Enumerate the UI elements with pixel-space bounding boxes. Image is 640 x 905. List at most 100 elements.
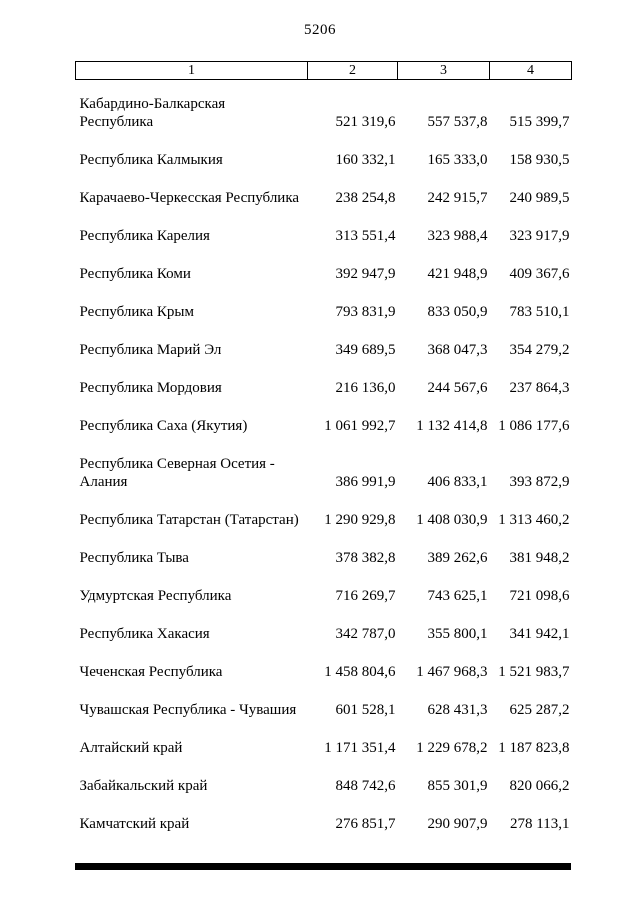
table-body: Кабардино-Балкарская Республика 521 319,… — [76, 80, 572, 854]
value-cell: 1 061 992,7 — [324, 418, 396, 434]
value-cell: 244 567,6 — [427, 380, 488, 396]
value-cell: 240 989,5 — [509, 190, 570, 206]
region-name: Республика Коми — [79, 266, 191, 282]
value-cell: 242 915,7 — [427, 190, 488, 206]
table-row: Республика Саха (Якутия) 1 061 992,7 1 1… — [76, 417, 572, 455]
value-cell: 1 458 804,6 — [324, 664, 396, 680]
table-row: Забайкальский край 848 742,6 855 301,9 8… — [76, 777, 572, 815]
region-name: Республика Тыва — [79, 550, 189, 566]
value-cell: 393 872,9 — [509, 474, 570, 490]
table-row: Республика Хакасия 342 787,0 355 800,1 3… — [76, 625, 572, 663]
region-name: Алтайский край — [79, 740, 183, 756]
value-cell: 1 408 030,9 — [416, 512, 488, 528]
table-continuation-border — [75, 863, 571, 870]
value-cell: 165 333,0 — [427, 152, 488, 168]
value-cell: 625 287,2 — [509, 702, 570, 718]
page-number: 5206 — [304, 22, 336, 38]
table-row: Республика Крым 793 831,9 833 050,9 783 … — [76, 303, 572, 341]
table-row: Республика Северная Осетия - Алания 386 … — [76, 455, 572, 511]
value-cell: 313 551,4 — [335, 228, 396, 244]
region-name: Республика Мордовия — [79, 380, 222, 396]
value-cell: 342 787,0 — [335, 626, 396, 642]
value-cell: 341 942,1 — [509, 626, 570, 642]
region-name: Республика Крым — [79, 304, 194, 320]
value-cell: 216 136,0 — [335, 380, 396, 396]
column-header-2: 2 — [307, 61, 398, 80]
table-row: Кабардино-Балкарская Республика 521 319,… — [76, 80, 572, 152]
value-cell: 392 947,9 — [335, 266, 396, 282]
table-row: Карачаево-Черкесская Республика 238 254,… — [76, 189, 572, 227]
table-row: Алтайский край 1 171 351,4 1 229 678,2 1… — [76, 739, 572, 777]
value-cell: 855 301,9 — [427, 778, 488, 794]
value-cell: 160 332,1 — [335, 152, 396, 168]
region-name: Кабардино-Балкарская Республика — [79, 96, 226, 130]
value-cell: 793 831,9 — [335, 304, 396, 320]
value-cell: 278 113,1 — [510, 816, 570, 832]
region-name: Карачаево-Черкесская Республика — [79, 190, 300, 206]
value-cell: 368 047,3 — [427, 342, 488, 358]
table-row: Камчатский край 276 851,7 290 907,9 278 … — [76, 815, 572, 853]
value-cell: 1 290 929,8 — [324, 512, 396, 528]
region-name: Удмуртская Республика — [79, 588, 232, 604]
value-cell: 820 066,2 — [509, 778, 570, 794]
value-cell: 1 313 460,2 — [498, 512, 570, 528]
table-row: Удмуртская Республика 716 269,7 743 625,… — [76, 587, 572, 625]
region-name: Чувашская Республика - Чувашия — [79, 702, 297, 718]
table-header-row: 1 2 3 4 — [75, 61, 572, 80]
region-name: Республика Татарстан (Татарстан) — [79, 512, 299, 528]
value-cell: 716 269,7 — [335, 588, 396, 604]
region-name: Республика Хакасия — [79, 626, 210, 642]
region-name: Республика Саха (Якутия) — [79, 418, 248, 434]
column-header-1: 1 — [75, 61, 308, 80]
value-cell: 1 187 823,8 — [498, 740, 570, 756]
value-cell: 833 050,9 — [427, 304, 488, 320]
table-row: Республика Тыва 378 382,8 389 262,6 381 … — [76, 549, 572, 587]
value-cell: 237 864,3 — [509, 380, 570, 396]
value-cell: 628 431,3 — [427, 702, 488, 718]
value-cell: 323 917,9 — [509, 228, 570, 244]
value-cell: 1 521 983,7 — [498, 664, 570, 680]
region-name: Чеченская Республика — [79, 664, 223, 680]
value-cell: 386 991,9 — [335, 474, 396, 490]
value-cell: 323 988,4 — [427, 228, 488, 244]
value-cell: 721 098,6 — [509, 588, 570, 604]
region-name: Камчатский край — [79, 816, 190, 832]
value-cell: 238 254,8 — [335, 190, 396, 206]
value-cell: 1 467 968,3 — [416, 664, 488, 680]
value-cell: 783 510,1 — [509, 304, 570, 320]
value-cell: 409 367,6 — [509, 266, 570, 282]
region-name: Забайкальский край — [79, 778, 208, 794]
value-cell: 381 948,2 — [509, 550, 570, 566]
table-row: Чувашская Республика - Чувашия 601 528,1… — [76, 701, 572, 739]
table-row: Республика Мордовия 216 136,0 244 567,6 … — [76, 379, 572, 417]
value-cell: 1 171 351,4 — [324, 740, 396, 756]
value-cell: 557 537,8 — [427, 114, 488, 130]
region-name: Республика Марий Эл — [79, 342, 222, 358]
region-name: Республика Северная Осетия - Алания — [79, 456, 275, 490]
value-cell: 389 262,6 — [427, 550, 488, 566]
value-cell: 848 742,6 — [335, 778, 396, 794]
table-row: Республика Коми 392 947,9 421 948,9 409 … — [76, 265, 572, 303]
value-cell: 521 319,6 — [335, 114, 396, 130]
value-cell: 515 399,7 — [509, 114, 570, 130]
value-cell: 601 528,1 — [335, 702, 396, 718]
value-cell: 406 833,1 — [427, 474, 488, 490]
table-row: Республика Калмыкия 160 332,1 165 333,0 … — [76, 151, 572, 189]
value-cell: 421 948,9 — [427, 266, 488, 282]
table-row: Республика Татарстан (Татарстан) 1 290 9… — [76, 511, 572, 549]
value-cell: 378 382,8 — [335, 550, 396, 566]
region-name: Республика Карелия — [79, 228, 210, 244]
table-row: Республика Марий Эл 349 689,5 368 047,3 … — [76, 341, 572, 379]
value-cell: 1 086 177,6 — [498, 418, 570, 434]
value-cell: 355 800,1 — [427, 626, 488, 642]
value-cell: 1 229 678,2 — [416, 740, 488, 756]
regions-table: 1 2 3 4 Кабардино-Балкарская Республика … — [75, 61, 572, 853]
value-cell: 1 132 414,8 — [416, 418, 488, 434]
value-cell: 276 851,7 — [335, 816, 396, 832]
value-cell: 290 907,9 — [427, 816, 488, 832]
value-cell: 354 279,2 — [509, 342, 570, 358]
value-cell: 743 625,1 — [427, 588, 488, 604]
column-header-3: 3 — [397, 61, 490, 80]
table-row: Чеченская Республика 1 458 804,6 1 467 9… — [76, 663, 572, 701]
